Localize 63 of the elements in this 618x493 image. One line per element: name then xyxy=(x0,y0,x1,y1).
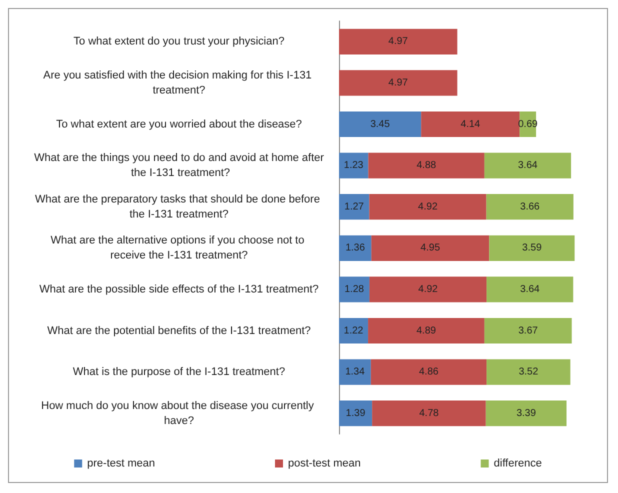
data-label: 3.64 xyxy=(518,160,538,172)
y-tick-label: Are you satisfied with the decision making for this I-131 treatment? xyxy=(43,69,315,96)
bar xyxy=(368,318,484,344)
data-label: 4.92 xyxy=(418,284,438,295)
data-label: 4.78 xyxy=(419,408,440,419)
bar xyxy=(339,111,422,138)
legend-label: pre-test mean xyxy=(87,458,156,470)
bar xyxy=(368,152,484,178)
bar xyxy=(369,276,487,302)
y-tick-label: What are the potential benefits of the I-131 treatment? xyxy=(47,324,311,337)
y-tick-label: How much do you know about the disease you currently have? xyxy=(41,400,317,427)
bar xyxy=(421,111,520,138)
data-label: 4.97 xyxy=(388,36,408,48)
data-label: 1.28 xyxy=(344,284,364,295)
y-tick-label: What is the purpose of the I-131 treatment? xyxy=(72,366,286,378)
data-label: 1.22 xyxy=(344,325,364,336)
bar xyxy=(339,276,370,302)
bar xyxy=(339,70,458,96)
data-label: 3.52 xyxy=(518,366,539,378)
data-label: 4.92 xyxy=(418,201,438,212)
legend-label: difference xyxy=(494,458,542,470)
bar xyxy=(339,152,368,178)
y-tick-label: What are the alternative options if you choose not to receive the I-131 treatment? xyxy=(50,234,308,262)
y-tick-label: What are the preparatory tasks that should be done before the I-131 treatment? xyxy=(34,193,324,220)
data-label: 4.97 xyxy=(388,77,408,88)
bar xyxy=(486,194,574,220)
bar xyxy=(486,359,570,385)
bar xyxy=(339,359,371,385)
bar xyxy=(369,194,486,220)
data-label: 1.39 xyxy=(346,408,366,419)
data-label: 3.39 xyxy=(516,408,536,419)
bar xyxy=(370,359,487,385)
data-label: 3.66 xyxy=(520,201,540,212)
legend-label: post-test mean xyxy=(288,458,361,470)
y-tick-label: What are the possible side effects of the I-131 treatment? xyxy=(39,283,319,296)
y-tick-label: What are the things you need to do and avoid at home after the I-131 treatment? xyxy=(34,152,324,180)
data-label: 1.23 xyxy=(344,160,364,172)
data-label: 3.45 xyxy=(370,118,390,130)
bar xyxy=(339,318,368,344)
bar xyxy=(339,400,372,426)
bar xyxy=(339,235,372,261)
bar xyxy=(339,194,370,220)
data-label: 4.89 xyxy=(416,325,436,336)
bar xyxy=(489,235,575,261)
bar xyxy=(486,276,574,302)
bar xyxy=(486,400,567,426)
bar xyxy=(484,318,572,344)
data-label: 3.64 xyxy=(520,284,540,295)
bar xyxy=(484,152,572,178)
data-label: 3.67 xyxy=(518,325,538,336)
data-label: 1.27 xyxy=(344,201,364,212)
bar xyxy=(372,400,486,426)
y-tick-label: To what extent do you trust your physician? xyxy=(74,36,284,48)
data-label: 4.86 xyxy=(418,366,439,378)
data-label: 1.34 xyxy=(345,366,366,378)
data-label: 4.14 xyxy=(460,118,481,130)
bar xyxy=(339,28,458,54)
data-label: 3.59 xyxy=(522,242,542,254)
data-label: 4.88 xyxy=(416,160,437,172)
bar xyxy=(371,235,490,261)
data-label: 4.95 xyxy=(420,242,440,254)
data-label: 1.36 xyxy=(345,242,366,254)
y-tick-label: To what extent are you worried about the disease? xyxy=(56,118,302,130)
